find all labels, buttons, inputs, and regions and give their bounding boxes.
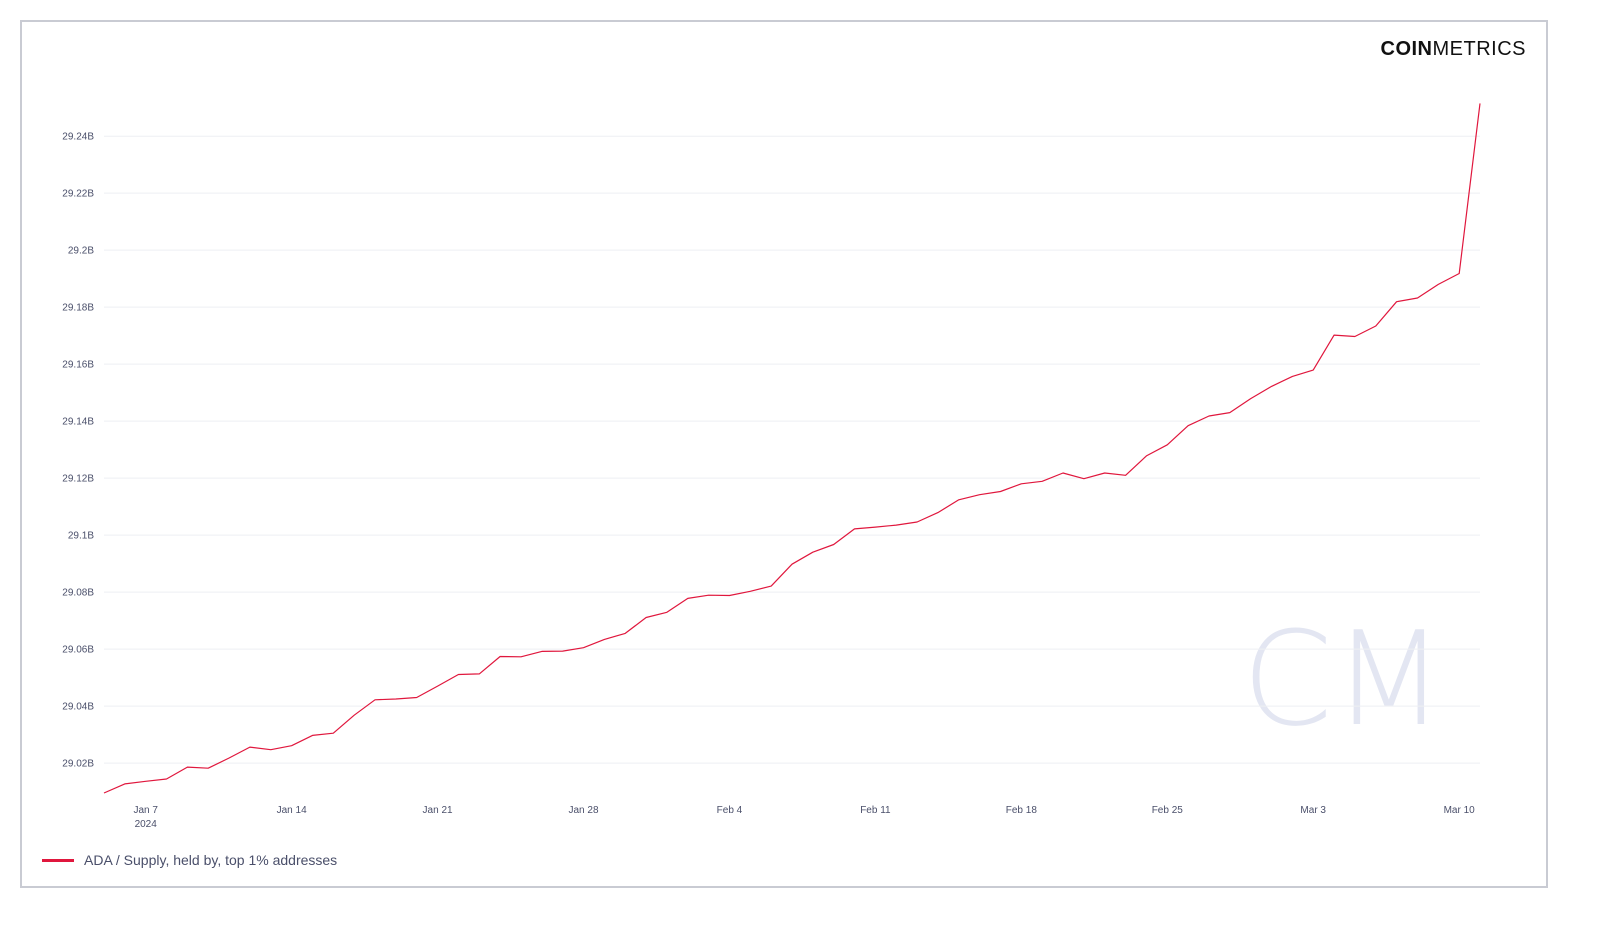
x-tick-label: Jan 7 — [133, 805, 158, 816]
y-tick-label: 29.08B — [62, 588, 94, 599]
logo-metrics-text: METRICS — [1432, 38, 1526, 60]
x-axis: Jan 7 2024 Jan 14 Jan 21 Jan 28 Feb 4 Feb 11 Fe… — [133, 805, 1475, 830]
y-tick-label: 29.12B — [62, 474, 94, 485]
x-tick-label: Jan 28 — [568, 805, 598, 816]
y-tick-label: 29.22B — [62, 189, 94, 200]
y-tick-label: 29.06B — [62, 645, 94, 656]
x-tick-label: Jan 14 — [277, 805, 307, 816]
legend-label: ADA / Supply, held by, top 1% addresses — [84, 852, 338, 868]
y-tick-label: 29.18B — [62, 303, 94, 314]
x-tick-label: Feb 4 — [717, 805, 743, 816]
x-tick-label: Mar 10 — [1444, 805, 1476, 816]
x-tick-label: Feb 25 — [1152, 805, 1184, 816]
x-tick-label: Feb 18 — [1006, 805, 1038, 816]
series-group — [103, 103, 1481, 794]
x-tick-label: Jan 21 — [423, 805, 453, 816]
x-tick-label: Feb 11 — [860, 805, 891, 816]
gridlines — [104, 135, 1480, 764]
y-tick-label: 29.16B — [62, 360, 94, 371]
watermark: CM — [1242, 603, 1445, 755]
x-tick-label: Mar 3 — [1300, 805, 1326, 816]
y-tick-label: 29.04B — [62, 702, 94, 713]
chart-legend[interactable]: ADA / Supply, held by, top 1% addresses — [42, 852, 337, 868]
y-tick-label: 29.14B — [62, 417, 94, 428]
line-chart: CM 29.02B29.04B29.06B29.08B29.1B29.12B29… — [62, 103, 1481, 830]
y-tick-label: 29.02B — [62, 759, 94, 770]
watermark-text: CM — [1242, 603, 1445, 755]
y-tick-label: 29.24B — [62, 132, 94, 143]
y-axis: 29.02B 29.04B 29.06B 29.08B 29.1B 29.12B 29.14… — [62, 132, 94, 770]
chart-frame: COINMETRICS CM 29.02B 29.04B 29.06B 29.08B 2… — [20, 20, 1548, 888]
legend-swatch — [42, 858, 74, 862]
y-tick-label: 29.1B — [68, 531, 94, 542]
y-tick-label: 29.2B — [68, 246, 94, 257]
coinmetrics-logo: COINMETRICS — [1381, 38, 1527, 61]
x-tick-year-label: 2024 — [135, 819, 158, 830]
logo-coin-text: COIN — [1380, 38, 1433, 60]
series-line[interactable] — [103, 103, 1481, 794]
